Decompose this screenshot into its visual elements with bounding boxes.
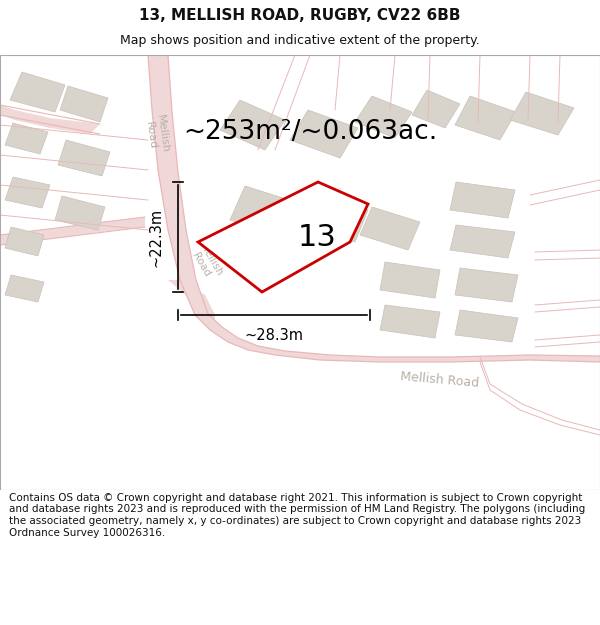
- Polygon shape: [295, 192, 368, 242]
- Text: Contains OS data © Crown copyright and database right 2021. This information is : Contains OS data © Crown copyright and d…: [9, 492, 585, 538]
- Polygon shape: [455, 268, 518, 302]
- Polygon shape: [455, 310, 518, 342]
- Polygon shape: [412, 90, 460, 128]
- Polygon shape: [380, 305, 440, 338]
- Polygon shape: [60, 86, 108, 122]
- Polygon shape: [148, 55, 208, 315]
- Polygon shape: [355, 96, 412, 138]
- Polygon shape: [455, 96, 516, 140]
- Polygon shape: [168, 280, 215, 325]
- Text: Mellish
Road: Mellish Road: [143, 114, 170, 156]
- Text: ~253m²/~0.063ac.: ~253m²/~0.063ac.: [183, 119, 437, 145]
- Text: 13: 13: [298, 223, 337, 252]
- Polygon shape: [290, 110, 358, 158]
- Text: Mellish
Road: Mellish Road: [188, 241, 224, 283]
- Polygon shape: [5, 227, 44, 256]
- Text: Mellish Road: Mellish Road: [400, 370, 480, 390]
- Polygon shape: [0, 105, 100, 134]
- Polygon shape: [5, 123, 48, 154]
- Polygon shape: [10, 72, 65, 112]
- Polygon shape: [380, 262, 440, 298]
- Polygon shape: [55, 196, 105, 230]
- Polygon shape: [230, 186, 305, 238]
- Polygon shape: [220, 100, 285, 150]
- Text: 13, MELLISH ROAD, RUGBY, CV22 6BB: 13, MELLISH ROAD, RUGBY, CV22 6BB: [139, 8, 461, 23]
- Polygon shape: [450, 225, 515, 258]
- Text: ~28.3m: ~28.3m: [245, 328, 304, 342]
- Text: Map shows position and indicative extent of the property.: Map shows position and indicative extent…: [120, 34, 480, 47]
- Polygon shape: [5, 275, 44, 302]
- Polygon shape: [450, 182, 515, 218]
- Polygon shape: [360, 207, 420, 250]
- Polygon shape: [195, 314, 600, 362]
- Polygon shape: [5, 177, 50, 208]
- Text: ~22.3m: ~22.3m: [149, 208, 163, 266]
- Polygon shape: [0, 217, 145, 245]
- Polygon shape: [510, 92, 574, 135]
- Polygon shape: [198, 182, 368, 292]
- Polygon shape: [58, 140, 110, 176]
